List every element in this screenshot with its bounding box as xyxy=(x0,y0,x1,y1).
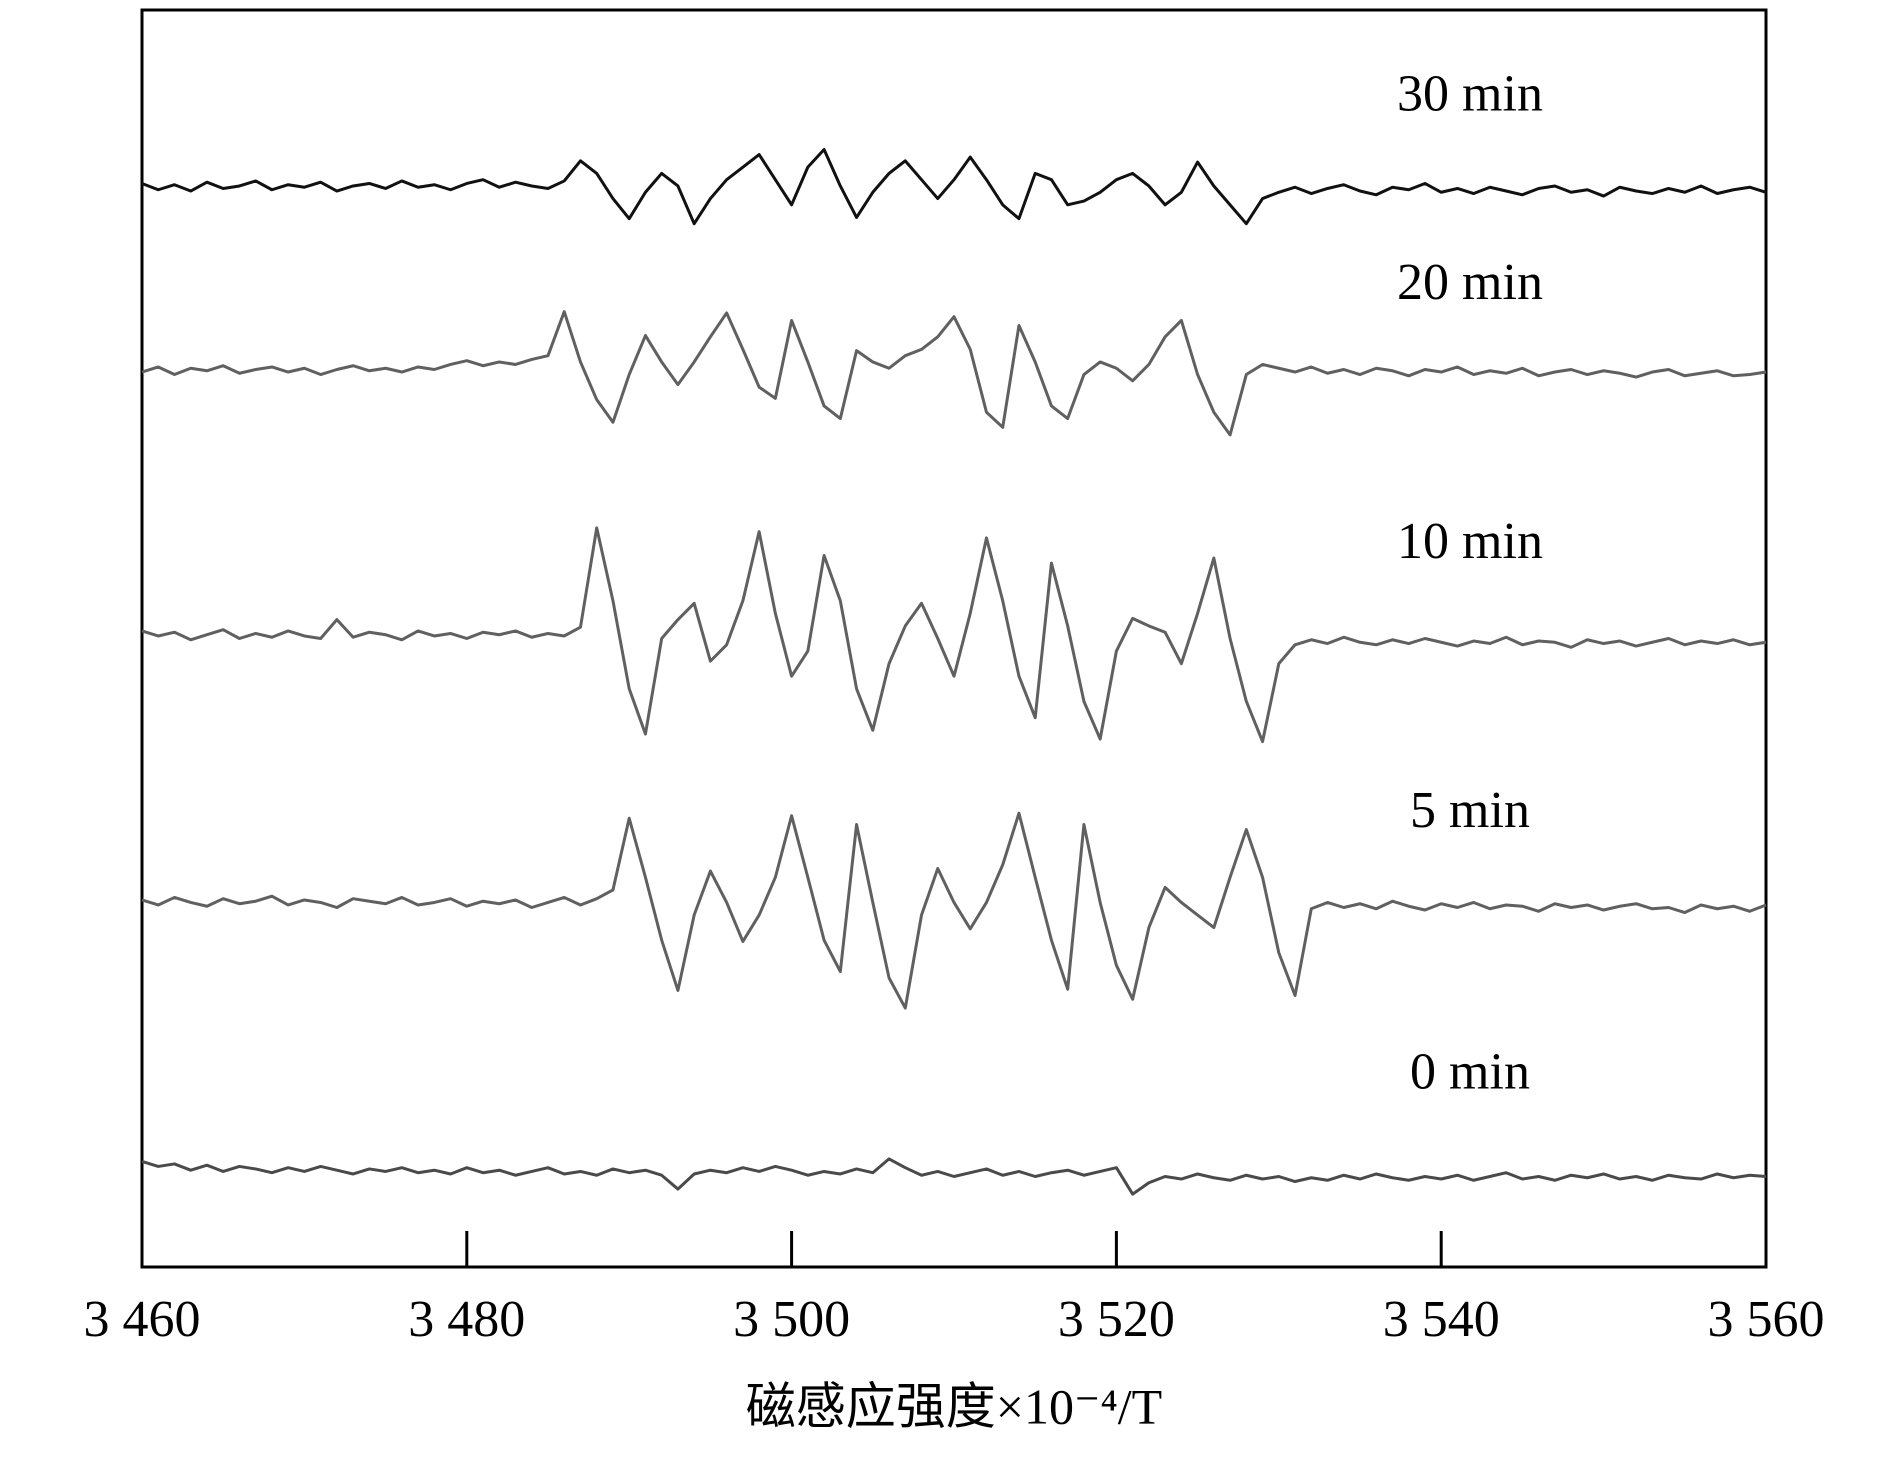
series-label: 20 min xyxy=(1397,254,1543,311)
spectrum-line xyxy=(141,1157,1767,1196)
x-tick-label: 3 460 xyxy=(84,1291,201,1348)
x-tick-label: 3 540 xyxy=(1383,1291,1500,1348)
spectrum-line xyxy=(141,811,1767,1010)
plot-frame xyxy=(140,8,1768,1269)
spectrum-line xyxy=(141,148,1767,226)
spectrum-line xyxy=(141,526,1767,744)
series-label: 5 min xyxy=(1410,782,1530,839)
x-tick-label: 3 500 xyxy=(733,1291,850,1348)
series-label: 10 min xyxy=(1397,513,1543,570)
x-tick-label: 3 520 xyxy=(1058,1291,1175,1348)
x-tick-label: 3 560 xyxy=(1708,1291,1825,1348)
series-label: 0 min xyxy=(1410,1043,1530,1100)
series-label: 30 min xyxy=(1397,65,1543,122)
x-tick-label: 3 480 xyxy=(408,1291,525,1348)
x-axis-label: 磁感应强度×10⁻⁴/T xyxy=(746,1378,1162,1434)
spectrum-line xyxy=(141,310,1767,437)
